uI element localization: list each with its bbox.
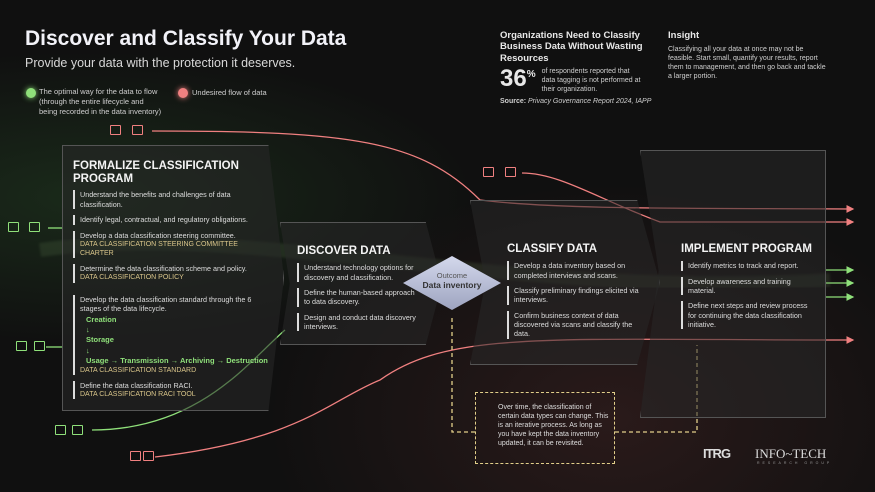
discover-item: Understand technology options for discov…: [297, 263, 421, 282]
implement-item: Identify metrics to track and report.: [681, 261, 813, 271]
iterative-loop-line: [451, 318, 475, 433]
implement-title: IMPLEMENT PROGRAM: [681, 243, 812, 255]
formalize-item: Develop a data classification steering c…: [80, 230, 236, 240]
undesired-flow-line: [154, 336, 855, 458]
discover-item: Design and conduct data discovery interv…: [297, 312, 421, 332]
laptop-icon: [505, 167, 516, 177]
lifecycle-stage: Destruction: [226, 355, 268, 365]
formalize-item: Develop the data classification standard…: [80, 294, 252, 313]
implement-item: Define next steps and review process for…: [681, 301, 813, 330]
tool-link[interactable]: DATA CLASSIFICATION POLICY: [80, 274, 184, 282]
insight-block: Insight Classifying all your data at onc…: [668, 30, 828, 81]
stat-block: Organizations Need to Classify Business …: [500, 30, 651, 107]
file-icon: [34, 341, 45, 351]
source: Privacy Governance Report 2024, IAPP: [528, 98, 652, 106]
stat-heading: Organizations Need to Classify Business …: [500, 30, 643, 64]
discover-item: Define the human-based approach to data …: [297, 287, 421, 307]
outcome-label: Outcome: [436, 271, 468, 280]
outcome: Outcome Data inventory: [403, 271, 501, 290]
classify-title: CLASSIFY DATA: [507, 243, 598, 255]
implement-item: Develop awareness and training material.: [681, 276, 813, 296]
laptop-icon: [110, 125, 121, 135]
lifecycle-stage: Creation: [86, 315, 117, 325]
stat-text: of respondents reported that data taggin…: [541, 68, 641, 94]
laptop-icon: [132, 125, 143, 135]
lifecycle: Creation ↓ Storage ↓ Usage → Transmission …: [80, 315, 273, 366]
lifecycle-stage: Storage: [86, 335, 114, 345]
laptop-icon: [29, 222, 40, 232]
laptop-icon: [483, 167, 494, 177]
stat-number: 36: [500, 65, 527, 93]
tool-link[interactable]: DATA CLASSIFICATION RACI TOOL: [80, 391, 196, 399]
undesired-legend-dot: [178, 88, 188, 98]
laptop-icon: [16, 341, 27, 351]
lifecycle-stage: Transmission: [120, 355, 169, 365]
insight-text: Classifying all your data at once may no…: [668, 46, 826, 81]
implement-panel: IMPLEMENT PROGRAM Identify metrics to tr…: [640, 150, 826, 418]
formalize-item: Determine the data classification scheme…: [80, 264, 247, 274]
discover-title: DISCOVER DATA: [297, 245, 391, 257]
infotech-logo: INFO~TECH: [755, 446, 827, 461]
discover-panel: DISCOVER DATA Understand technology opti…: [280, 222, 442, 345]
formalize-item: Understand the benefits and challenges o…: [73, 190, 273, 210]
source-label: Source:: [500, 98, 527, 106]
formalize-item: Identify legal, contractual, and regulat…: [73, 215, 273, 225]
file-icon: [55, 425, 66, 435]
infotech-logo-sub: RESEARCH GROUP: [757, 461, 833, 465]
file-icon: [72, 425, 83, 435]
tool-link[interactable]: DATA CLASSIFICATION STANDARD: [80, 366, 197, 374]
classify-item: Classify preliminary findings elicited v…: [507, 285, 639, 305]
formalize-title: FORMALIZE CLASSIFICATION PROGRAM: [73, 160, 239, 186]
lifecycle-stage: Usage: [86, 355, 109, 365]
outcome-value: Data inventory: [422, 280, 482, 290]
formalize-item: Define the data classification RACI.: [80, 380, 193, 390]
page-subtitle: Provide your data with the protection it…: [25, 56, 296, 70]
insight-title: Insight: [668, 30, 700, 41]
legend-optimal: The optimal way for the data to flow (th…: [39, 87, 162, 116]
page-title: Discover and Classify Your Data: [25, 27, 347, 50]
classify-item: Develop a data inventory based on comple…: [507, 261, 639, 280]
file-icon: [130, 451, 141, 461]
iteration-note: Over time, the classification of certain…: [475, 392, 615, 464]
file-icon: [143, 451, 154, 461]
classify-item: Confirm business context of data discove…: [507, 310, 639, 339]
legend-undesired: Undesired flow of data: [192, 88, 267, 97]
optimal-legend-dot: [26, 88, 36, 98]
formalize-panel: FORMALIZE CLASSIFICATION PROGRAM Underst…: [62, 145, 284, 411]
laptop-icon: [8, 222, 19, 232]
lifecycle-stage: Archiving: [179, 355, 215, 365]
itrg-logo: ITRG: [703, 446, 731, 461]
stat-unit: %: [526, 69, 536, 81]
tool-link[interactable]: DATA CLASSIFICATION STEERING COMMITTEE C…: [80, 240, 238, 257]
